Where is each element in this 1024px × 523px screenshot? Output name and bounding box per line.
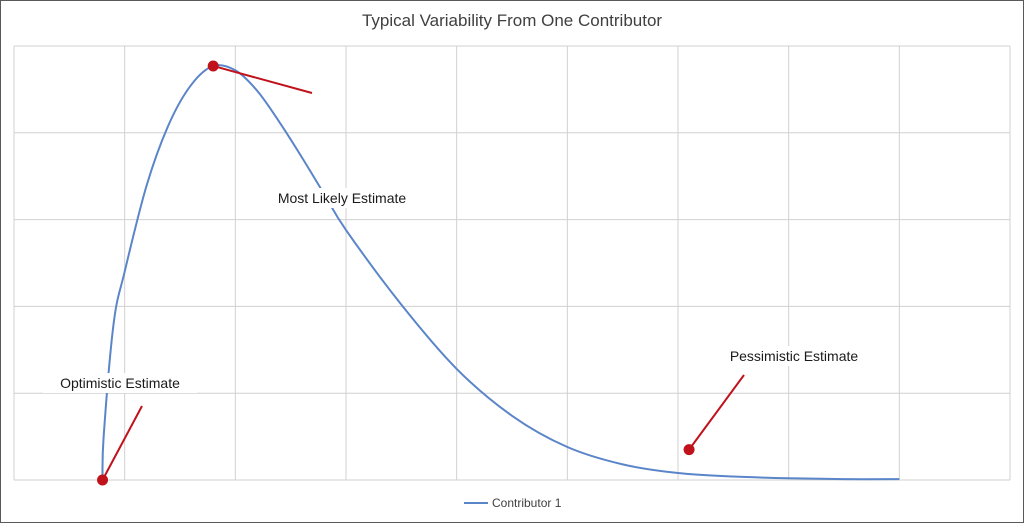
annotation-marker: [207, 60, 219, 72]
annotation-label-background: [261, 188, 423, 208]
legend-label: Contributor 1: [492, 496, 562, 510]
annotations: Optimistic Estimate Most Likely Estimate P…: [42, 60, 875, 486]
series-line-contributor-1: [101, 64, 900, 481]
legend: Contributor 1: [464, 496, 562, 510]
annotation-label: Pessimistic Estimate: [730, 348, 859, 364]
annotation-leader-line: [688, 374, 745, 451]
annotation-label-background: [713, 346, 875, 366]
annotation-label: Optimistic Estimate: [60, 375, 180, 391]
annotation-label-background: [42, 373, 198, 393]
annotation-marker: [683, 444, 695, 456]
annotation-label: Most Likely Estimate: [278, 190, 407, 206]
annotation-leader-line: [101, 405, 143, 481]
annotation-leader-line: [212, 64, 313, 94]
chart-title: Typical Variability From One Contributor: [362, 11, 662, 30]
annotation-marker: [97, 474, 109, 486]
gridlines: [13, 45, 1011, 481]
